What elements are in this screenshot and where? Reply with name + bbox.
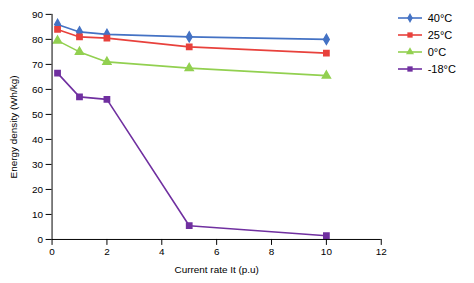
svg-text:90: 90 xyxy=(32,9,44,20)
svg-text:40: 40 xyxy=(32,134,44,145)
svg-text:50: 50 xyxy=(32,109,44,120)
svg-text:0: 0 xyxy=(38,234,44,245)
svg-text:80: 80 xyxy=(32,34,44,45)
svg-text:12: 12 xyxy=(376,246,388,257)
html-text:40°C: 40°C xyxy=(427,12,453,24)
svg-text:0: 0 xyxy=(49,246,55,257)
svg-text:10: 10 xyxy=(32,209,44,220)
svg-text:10: 10 xyxy=(321,246,333,257)
svg-text:2: 2 xyxy=(104,246,110,257)
svg-text:70: 70 xyxy=(32,59,44,70)
svg-text:4: 4 xyxy=(159,246,165,257)
html-text:25°C: 25°C xyxy=(427,29,453,41)
html-text:-18°C: -18°C xyxy=(427,63,456,75)
svg-text:Current rate It (p.u): Current rate It (p.u) xyxy=(175,264,259,275)
html-text:0°C: 0°C xyxy=(427,46,447,58)
svg-text:60: 60 xyxy=(32,84,44,95)
svg-text:20: 20 xyxy=(32,184,44,195)
svg-text:6: 6 xyxy=(214,246,220,257)
svg-text:Energy density (Wh/kg): Energy density (Wh/kg) xyxy=(8,75,19,178)
svg-text:8: 8 xyxy=(269,246,275,257)
svg-text:30: 30 xyxy=(32,159,44,170)
